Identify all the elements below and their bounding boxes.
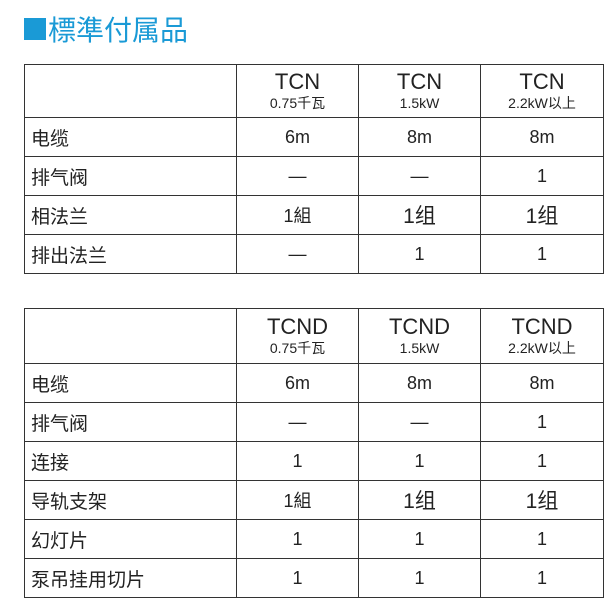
square-bullet-icon [24, 18, 46, 40]
item-quantity: 1 [480, 519, 604, 559]
model-power: 0.75千瓦 [269, 95, 326, 111]
item-label: 幻灯片 [24, 519, 237, 559]
header-row: TCND 0.75千瓦 TCND 1.5kW TCND 2.2kW以上 [24, 308, 604, 364]
table-row: 排气阀 — —1 [24, 402, 604, 442]
model-name: TCN [396, 69, 443, 94]
item-quantity: 1 [480, 234, 604, 274]
item-quantity: 8m [358, 117, 481, 157]
model-power: 1.5kW [399, 340, 440, 356]
model-name: TCND [388, 314, 451, 339]
item-label: 排出法兰 [24, 234, 237, 274]
model-header: TCN 2.2kW以上 [480, 64, 604, 118]
table-row: 排气阀 — —1 [24, 156, 604, 196]
item-quantity: 6m [236, 117, 359, 157]
item-quantity: 1 [358, 234, 481, 274]
table-row: 幻灯片 1 1 1 [24, 519, 604, 559]
item-label: 导轨支架 [24, 480, 237, 520]
header-corner [24, 308, 237, 364]
item-quantity: 1組 [236, 195, 359, 235]
table-row: 连接 1 1 1 [24, 441, 604, 481]
item-quantity: 8m [480, 117, 604, 157]
item-quantity: 1 [480, 441, 604, 481]
section-title-text: 標準付属品 [48, 15, 189, 46]
table-row: 电缆 6m 8m 8m [24, 363, 604, 403]
item-quantity: 1 [480, 402, 604, 442]
item-quantity: 8m [480, 363, 604, 403]
item-quantity: 1組 [236, 480, 359, 520]
model-name: TCND [266, 314, 329, 339]
item-quantity: 8m [358, 363, 481, 403]
item-quantity: — [236, 156, 359, 196]
item-quantity: — [236, 234, 359, 274]
header-corner [24, 64, 237, 118]
item-label: 泵吊挂用切片 [24, 558, 237, 598]
model-header: TCN 1.5kW [358, 64, 481, 118]
item-quantity: 1 [480, 156, 604, 196]
model-power: 2.2kW以上 [508, 340, 576, 356]
model-power: 0.75千瓦 [269, 340, 326, 356]
item-label: 相法兰 [24, 195, 237, 235]
item-label: 排气阀 [24, 156, 237, 196]
table-row: 相法兰 1組 1组 1组 [24, 195, 604, 235]
header-row: TCN 0.75千瓦 TCN 1.5kW TCN 2.2kW以上 [24, 64, 604, 118]
model-header: TCN 0.75千瓦 [236, 64, 359, 118]
item-quantity: 1组 [480, 480, 604, 520]
table-row: 泵吊挂用切片 1 1 1 [24, 558, 604, 598]
item-quantity: 1 [236, 519, 359, 559]
model-power: 1.5kW [399, 95, 440, 111]
model-name: TCN [519, 69, 565, 94]
item-quantity: — [358, 402, 481, 442]
table-row: 电缆 6m 8m 8m [24, 117, 604, 157]
item-quantity: 1组 [358, 480, 481, 520]
table-row: 排出法兰 —1 1 [24, 234, 604, 274]
accessories-table-tcn: TCN 0.75千瓦 TCN 1.5kW TCN 2.2kW以上 电缆 6m 8m 8m 排气阀 — —… [24, 64, 604, 274]
item-quantity: 1 [480, 558, 604, 598]
item-quantity: 1 [236, 558, 359, 598]
item-label: 电缆 [24, 363, 237, 403]
item-quantity: — [236, 402, 359, 442]
accessories-table-tcnd: TCND 0.75千瓦 TCND 1.5kW TCND 2.2kW以上 电缆 6m 8m 8m 排气… [24, 308, 604, 598]
item-label: 电缆 [24, 117, 237, 157]
model-name: TCND [511, 314, 573, 339]
item-quantity: 1 [358, 519, 481, 559]
table-row: 导轨支架 1組 1组 1组 [24, 480, 604, 520]
item-quantity: 1组 [358, 195, 481, 235]
item-quantity: 1 [358, 441, 481, 481]
item-label: 排气阀 [24, 402, 237, 442]
item-quantity: 1 [358, 558, 481, 598]
model-header: TCND 2.2kW以上 [480, 308, 604, 364]
model-header: TCND 1.5kW [358, 308, 481, 364]
model-power: 2.2kW以上 [508, 95, 576, 111]
item-label: 连接 [24, 441, 237, 481]
item-quantity: 1组 [480, 195, 604, 235]
item-quantity: 6m [236, 363, 359, 403]
model-header: TCND 0.75千瓦 [236, 308, 359, 364]
item-quantity: — [358, 156, 481, 196]
model-name: TCN [274, 69, 321, 94]
item-quantity: 1 [236, 441, 359, 481]
section-title: 標準付属品 [24, 12, 188, 46]
